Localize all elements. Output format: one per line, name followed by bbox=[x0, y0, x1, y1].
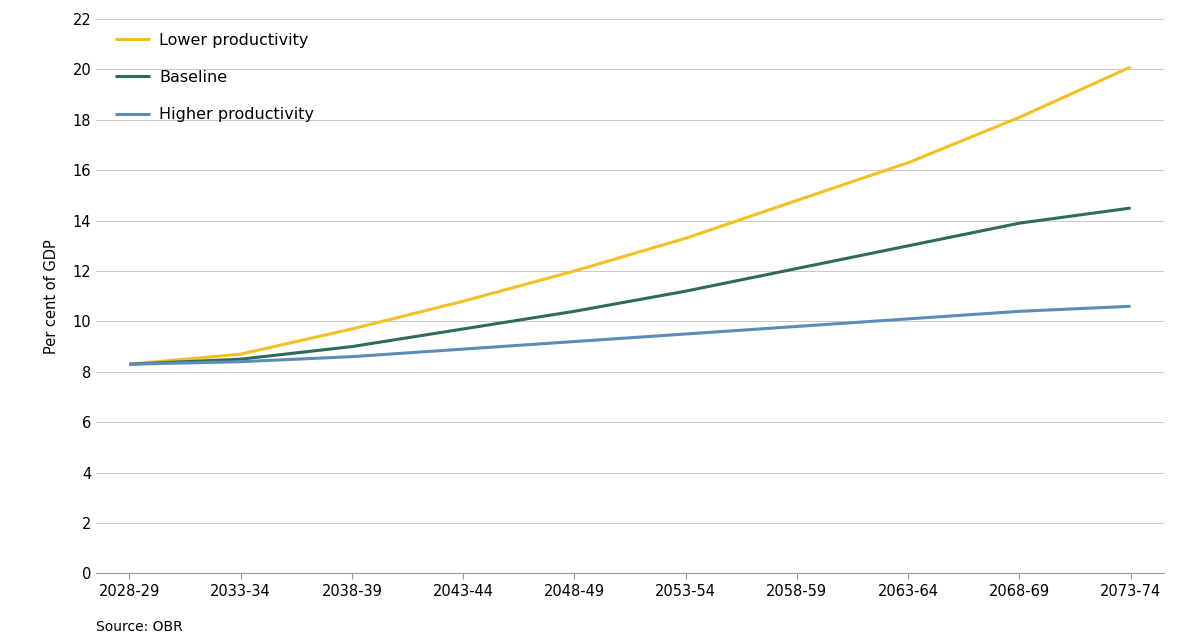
Lower productivity bbox=[122, 361, 137, 368]
Legend: Lower productivity, Baseline, Higher productivity: Lower productivity, Baseline, Higher pro… bbox=[115, 32, 314, 122]
Lower productivity bbox=[790, 197, 804, 204]
Baseline bbox=[1012, 219, 1026, 227]
Baseline bbox=[456, 325, 470, 333]
Higher productivity bbox=[1012, 308, 1026, 315]
Lower productivity bbox=[344, 325, 359, 333]
Higher productivity bbox=[790, 322, 804, 330]
Lower productivity bbox=[901, 159, 916, 166]
Lower productivity bbox=[1123, 63, 1138, 71]
Higher productivity bbox=[122, 361, 137, 368]
Baseline bbox=[790, 265, 804, 273]
Line: Higher productivity: Higher productivity bbox=[130, 306, 1130, 364]
Baseline bbox=[122, 361, 137, 368]
Lower productivity bbox=[234, 350, 248, 358]
Line: Lower productivity: Lower productivity bbox=[130, 67, 1130, 364]
Lower productivity bbox=[568, 267, 582, 275]
Y-axis label: Per cent of GDP: Per cent of GDP bbox=[43, 239, 59, 354]
Baseline bbox=[901, 242, 916, 250]
Baseline bbox=[678, 287, 692, 295]
Lower productivity bbox=[456, 297, 470, 305]
Higher productivity bbox=[678, 330, 692, 338]
Baseline bbox=[344, 343, 359, 350]
Higher productivity bbox=[1123, 303, 1138, 310]
Higher productivity bbox=[234, 358, 248, 366]
Text: Source: OBR: Source: OBR bbox=[96, 620, 182, 634]
Lower productivity bbox=[678, 234, 692, 242]
Baseline bbox=[1123, 204, 1138, 212]
Higher productivity bbox=[568, 338, 582, 345]
Higher productivity bbox=[344, 353, 359, 361]
Higher productivity bbox=[901, 315, 916, 323]
Lower productivity bbox=[1012, 113, 1026, 121]
Line: Baseline: Baseline bbox=[130, 208, 1130, 364]
Baseline bbox=[568, 308, 582, 315]
Higher productivity bbox=[456, 345, 470, 353]
Baseline bbox=[234, 355, 248, 363]
